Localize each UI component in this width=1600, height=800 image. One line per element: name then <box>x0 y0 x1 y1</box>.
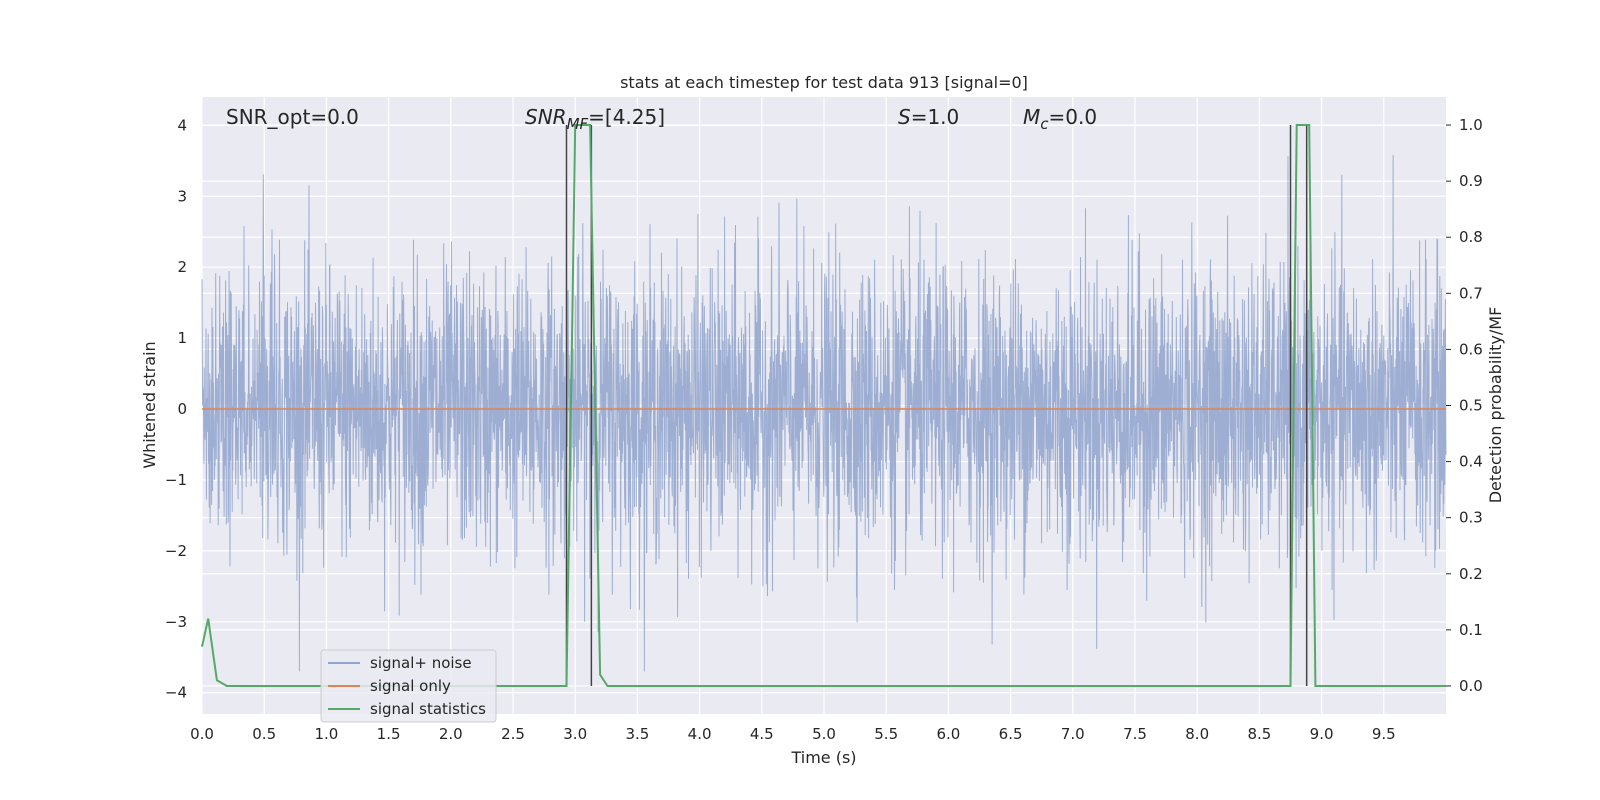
x-tick-label: 9.0 <box>1310 725 1334 743</box>
y-tick-label-right: 0.4 <box>1459 453 1483 471</box>
y-tick-label-right: 0.2 <box>1459 565 1483 583</box>
y-tick-label-left: −4 <box>165 684 187 702</box>
y-tick-label-left: −1 <box>165 471 187 489</box>
x-tick-label: 0.0 <box>190 725 214 743</box>
x-tick-label: 7.5 <box>1123 725 1147 743</box>
x-tick-label: 4.0 <box>688 725 712 743</box>
y-tick-label-right: 0.6 <box>1459 340 1483 358</box>
annotation-snr-mf: SNRMF=[4.25] <box>525 105 665 133</box>
x-axis-label: Time (s) <box>790 748 856 767</box>
x-axis-ticks: 0.0 0.5 1.0 1.5 2.0 2.5 3.0 3.5 4.0 4.5 5.0 5.5 6.0 6… <box>190 725 1396 743</box>
annotation-s: S=1.0 <box>898 105 959 129</box>
series-layer <box>201 124 1446 687</box>
x-tick-label: 8.5 <box>1247 725 1271 743</box>
x-tick-label: 4.5 <box>750 725 774 743</box>
legend: signal+ noise signal only signal statist… <box>320 649 497 723</box>
y-axis-right-ticks: 1.0 0.9 0.8 0.7 0.6 0.5 0.4 0.3 0.2 0.1 0.0 <box>1446 116 1483 695</box>
x-tick-label: 5.0 <box>812 725 836 743</box>
legend-box <box>320 649 497 723</box>
x-tick-label: 0.5 <box>252 725 276 743</box>
noise-series <box>201 154 1447 672</box>
y-tick-label-left: 2 <box>177 258 187 276</box>
y-tick-label-right: 1.0 <box>1459 116 1483 134</box>
annotation-mc: Mc=0.0 <box>1023 105 1097 133</box>
x-tick-label: 6.5 <box>999 725 1023 743</box>
x-tick-label: 6.0 <box>936 725 960 743</box>
series-signal-statistics <box>201 124 1446 687</box>
x-tick-label: 7.0 <box>1061 725 1085 743</box>
x-tick-label: 5.5 <box>874 725 898 743</box>
y-tick-label-left: 1 <box>177 329 187 347</box>
x-tick-label: 3.0 <box>563 725 587 743</box>
y-axis-left-label: Whitened strain <box>140 341 159 468</box>
y-tick-label-right: 0.5 <box>1459 397 1483 415</box>
y-tick-label-right: 0.8 <box>1459 228 1483 246</box>
y-axis-right-label: Detection probability/MF <box>1486 307 1505 504</box>
y-tick-label-left: −3 <box>165 613 187 631</box>
y-tick-label-right: 0.1 <box>1459 621 1483 639</box>
legend-label-signal-statistics: signal statistics <box>370 700 486 718</box>
y-tick-label-right: 0.7 <box>1459 284 1483 302</box>
legend-label-signal-only: signal only <box>370 677 451 695</box>
y-tick-label-left: 3 <box>177 187 187 205</box>
x-tick-label: 2.5 <box>501 725 525 743</box>
x-tick-label: 9.5 <box>1372 725 1396 743</box>
x-tick-label: 1.0 <box>314 725 338 743</box>
y-tick-label-left: −2 <box>165 542 187 560</box>
y-tick-label-left: 4 <box>177 116 187 134</box>
series-signal-noise <box>201 154 1447 672</box>
legend-label-signal-noise: signal+ noise <box>370 654 472 672</box>
x-tick-label: 8.0 <box>1185 725 1209 743</box>
x-tick-label: 3.5 <box>625 725 649 743</box>
chart-title: stats at each timestep for test data 913… <box>620 73 1028 92</box>
y-tick-label-right: 0.3 <box>1459 509 1483 527</box>
y-axis-left-ticks: 4 3 2 1 0 −1 −2 −3 −4 <box>165 116 187 701</box>
annotation-snr-opt: SNR_opt=0.0 <box>226 105 359 129</box>
y-tick-label-left: 0 <box>177 400 187 418</box>
y-tick-label-right: 0.0 <box>1459 677 1483 695</box>
y-tick-label-right: 0.9 <box>1459 172 1483 190</box>
x-tick-label: 1.5 <box>377 725 401 743</box>
x-tick-label: 2.0 <box>439 725 463 743</box>
